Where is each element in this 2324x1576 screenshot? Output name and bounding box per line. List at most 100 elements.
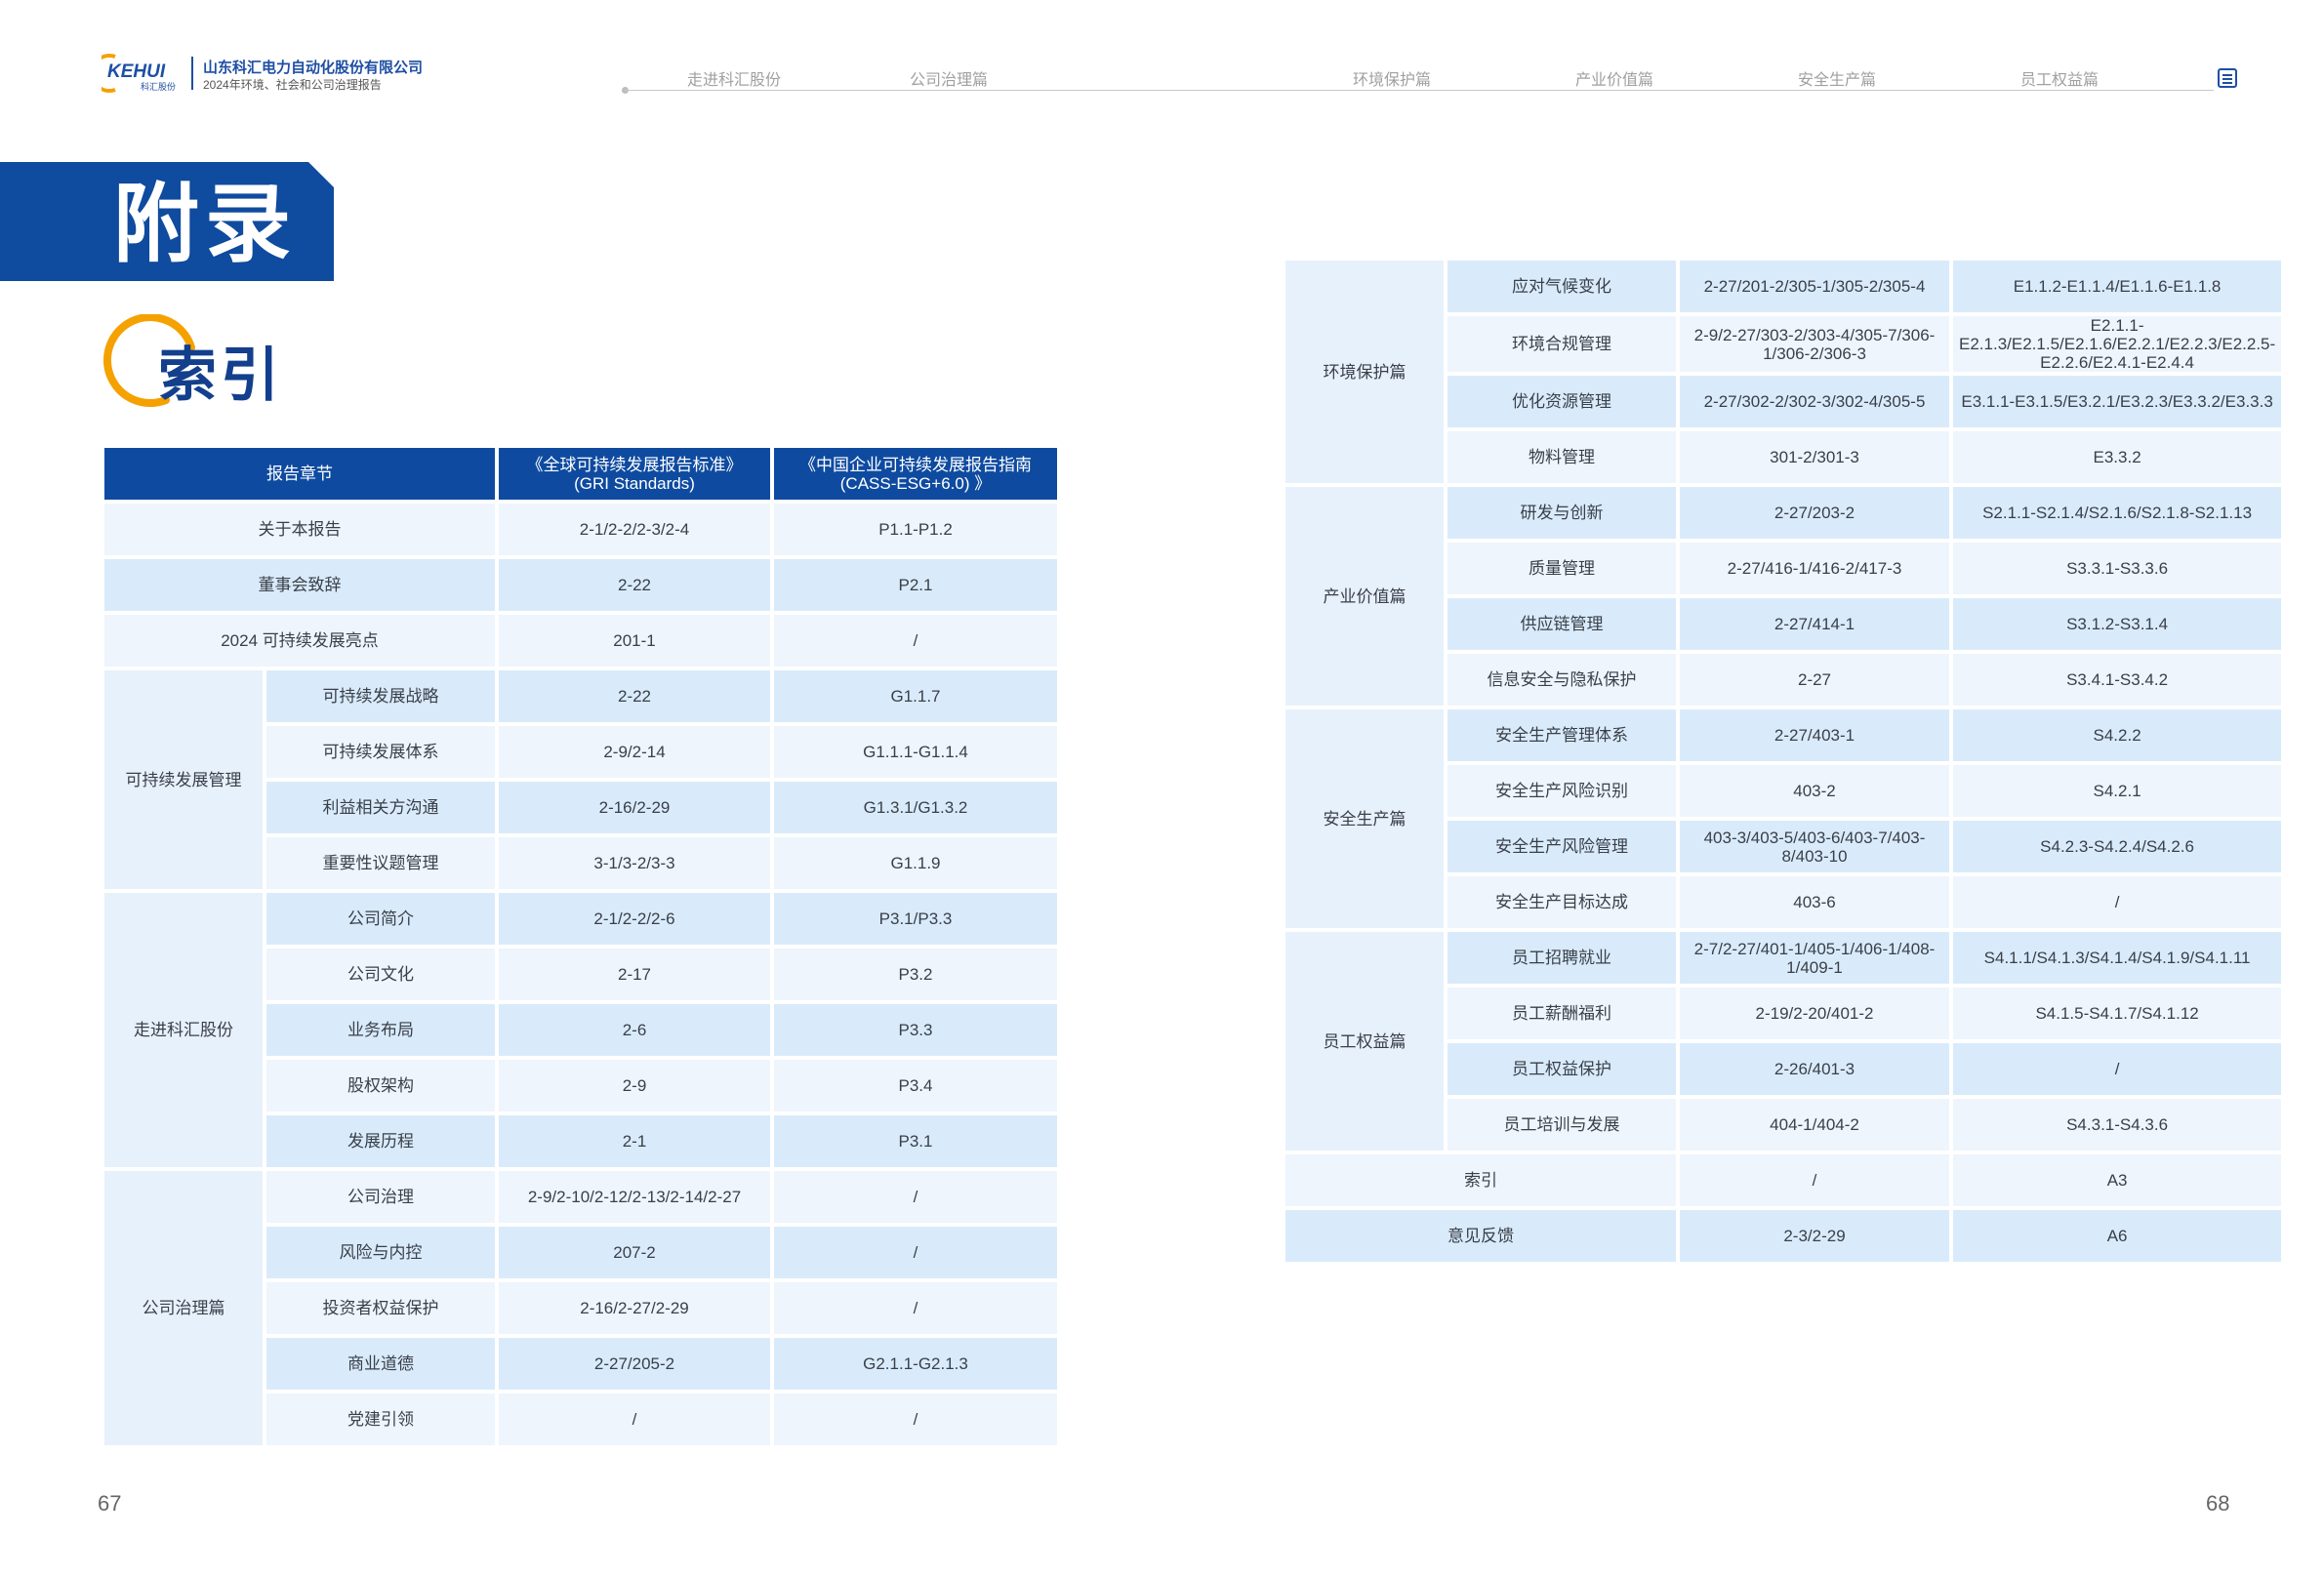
gri-cell: 403-6 <box>1680 876 1949 928</box>
cass-cell: E3.3.2 <box>1953 431 2282 483</box>
item-cell: 环境合规管理 <box>1447 316 1676 372</box>
table-row: 可持续发展管理 可持续发展战略 2-22 G1.1.7 <box>104 670 1057 889</box>
item-cell: 研发与创新 <box>1447 487 1676 539</box>
table-row: 公司治理篇 公司治理 2-9/2-10/2-12/2-13/2-14/2-27/ <box>104 1171 1057 1445</box>
table-row: 物料管理 301-2/301-3 E3.3.2 <box>1285 431 2282 483</box>
cass-cell: P3.2 <box>774 949 1057 1000</box>
nav-item-safety[interactable]: 安全生产篇 <box>1798 72 1877 89</box>
gri-cell: 2-27/205-2 <box>499 1338 770 1390</box>
table-row: 安全生产目标达成 403-6/ <box>1285 876 2282 928</box>
nav-item-industry[interactable]: 产业价值篇 <box>1575 72 1654 89</box>
gri-cell: 2-1/2-2/2-6 <box>499 893 770 945</box>
cass-cell: S3.3.1-S3.3.6 <box>1953 543 2282 594</box>
cass-cell: S4.1.1/S4.1.3/S4.1.4/S4.1.9/S4.1.11 <box>1953 932 2282 984</box>
table-row: 安全生产风险识别 403-2 S4.2.1 <box>1285 765 2282 817</box>
nav-item-intro[interactable]: 走进科汇股份 <box>687 72 782 89</box>
cass-cell: S3.1.2-S3.1.4 <box>1953 598 2282 650</box>
item-cell: 安全生产风险识别 <box>1447 765 1676 817</box>
table-row: 业务布局 2-6 P3.3 <box>104 1004 1057 1056</box>
nav-line <box>625 90 2214 91</box>
nav-item-environment[interactable]: 环境保护篇 <box>1353 72 1432 89</box>
cass-cell: / <box>774 1227 1057 1278</box>
gri-cell: 2-6 <box>499 1004 770 1056</box>
cass-cell: S4.1.5-S4.1.7/S4.1.12 <box>1953 988 2282 1039</box>
nav-item-employee[interactable]: 员工权益篇 <box>2020 72 2100 89</box>
cass-cell: S4.3.1-S4.3.6 <box>1953 1099 2282 1151</box>
chapter-cell: 索引 <box>1285 1154 1676 1206</box>
chapter-cell: 2024 可持续发展亮点 <box>104 615 495 667</box>
cass-cell: / <box>774 1282 1057 1334</box>
gri-cell: 2-1/2-2/2-3/2-4 <box>499 504 770 555</box>
gri-cell: / <box>1680 1154 1949 1206</box>
kehui-logo: KEHUI 科汇股份 <box>102 54 176 93</box>
chapter-cell: 意见反馈 <box>1285 1210 1676 1262</box>
page-number-right: 68 <box>2206 1491 2230 1515</box>
table-row: 环境保护篇 应对气候变化 2-27/201-2/305-1/305-2/305-4 E… <box>1285 261 2282 483</box>
item-cell: 可持续发展战略 <box>266 670 495 722</box>
table-row: 员工权益保护 2-26/401-3/ <box>1285 1043 2282 1095</box>
table-row: 索引 / A3 <box>1285 1154 2282 1206</box>
cass-cell: A3 <box>1953 1154 2282 1206</box>
header-chapter: 报告章节 <box>104 448 495 500</box>
group-cell: 产业价值篇 <box>1285 487 1444 706</box>
cass-cell: E3.1.1-E3.1.5/E3.2.1/E3.2.3/E3.3.2/E3.3.… <box>1953 376 2282 427</box>
gri-cell: 2-9/2-27/303-2/303-4/305-7/306-1/306-2/3… <box>1680 316 1949 372</box>
table-row: 环境合规管理 2-9/2-27/303-2/303-4/305-7/306-1/3… <box>1285 316 2282 372</box>
group-cell: 安全生产篇 <box>1285 709 1444 928</box>
gri-cell: 207-2 <box>499 1227 770 1278</box>
item-cell: 公司治理 <box>266 1171 495 1223</box>
cass-cell: / <box>1953 876 2282 928</box>
nav-item-governance[interactable]: 公司治理篇 <box>910 72 989 89</box>
table-row: 员工薪酬福利 2-19/2-20/401-2 S4.1.5-S4.1.7/S4.1.… <box>1285 988 2282 1039</box>
title-banner <box>0 162 334 281</box>
cass-cell: S4.2.2 <box>1953 709 2282 761</box>
subtitle-ring-icon <box>102 314 195 408</box>
cass-cell: S2.1.1-S2.1.4/S2.1.6/S2.1.8-S2.1.13 <box>1953 487 2282 539</box>
item-cell: 信息安全与隐私保护 <box>1447 654 1676 706</box>
index-table-left: 报告章节 《全球可持续发展报告标准》 (GRI Standards) 《中国企业… <box>101 444 1061 1449</box>
table-row: 2024 可持续发展亮点 201-1/ <box>104 615 1057 667</box>
gri-cell: 2-9/2-10/2-12/2-13/2-14/2-27 <box>499 1171 770 1223</box>
item-cell: 商业道德 <box>266 1338 495 1390</box>
item-cell: 优化资源管理 <box>1447 376 1676 427</box>
gri-cell: 301-2/301-3 <box>1680 431 1949 483</box>
chapter-cell: 董事会致辞 <box>104 559 495 611</box>
section-subtitle: 索引 <box>158 343 283 408</box>
item-cell: 供应链管理 <box>1447 598 1676 650</box>
index-table-right: 环境保护篇 应对气候变化 2-27/201-2/305-1/305-2/305-4 E… <box>1282 257 2285 1266</box>
table-row: 走进科汇股份 公司简介 2-1/2-2/2-6 P3.1/P3.3 <box>104 893 1057 1167</box>
table-row: 关于本报告 2-1/2-2/2-3/2-4 P1.1-P1.2 <box>104 504 1057 555</box>
gri-cell: 3-1/3-2/3-3 <box>499 837 770 889</box>
item-cell: 安全生产目标达成 <box>1447 876 1676 928</box>
gri-cell: 2-3/2-29 <box>1680 1210 1949 1262</box>
table-row: 利益相关方沟通 2-16/2-29 G1.3.1/G1.3.2 <box>104 782 1057 833</box>
item-cell: 员工招聘就业 <box>1447 932 1676 984</box>
item-cell: 应对气候变化 <box>1447 261 1676 312</box>
gri-cell: 2-27 <box>1680 654 1949 706</box>
table-row: 员工培训与发展 404-1/404-2 S4.3.1-S4.3.6 <box>1285 1099 2282 1151</box>
table-row: 董事会致辞 2-22 P2.1 <box>104 559 1057 611</box>
table-row: 发展历程 2-1 P3.1 <box>104 1115 1057 1167</box>
gri-cell: 2-26/401-3 <box>1680 1043 1949 1095</box>
cass-cell: P1.1-P1.2 <box>774 504 1057 555</box>
cass-cell: S4.2.3-S4.2.4/S4.2.6 <box>1953 821 2282 872</box>
logo-subtext: 科汇股份 <box>141 81 176 93</box>
item-cell: 业务布局 <box>266 1004 495 1056</box>
cass-cell: P3.3 <box>774 1004 1057 1056</box>
menu-icon[interactable] <box>2218 68 2237 88</box>
gri-cell: 2-19/2-20/401-2 <box>1680 988 1949 1039</box>
group-cell: 走进科汇股份 <box>104 893 263 1167</box>
cass-cell: G2.1.1-G2.1.3 <box>774 1338 1057 1390</box>
cass-cell: P3.1/P3.3 <box>774 893 1057 945</box>
gri-cell: 2-22 <box>499 670 770 722</box>
item-cell: 可持续发展体系 <box>266 726 495 778</box>
table-row: 优化资源管理 2-27/302-2/302-3/302-4/305-5 E3.1.1… <box>1285 376 2282 427</box>
cass-cell: E1.1.2-E1.1.4/E1.1.6-E1.1.8 <box>1953 261 2282 312</box>
table-row: 供应链管理 2-27/414-1 S3.1.2-S3.1.4 <box>1285 598 2282 650</box>
cass-cell: G1.3.1/G1.3.2 <box>774 782 1057 833</box>
item-cell: 公司文化 <box>266 949 495 1000</box>
table-row: 质量管理 2-27/416-1/416-2/417-3 S3.3.1-S3.3.6 <box>1285 543 2282 594</box>
cass-cell: P2.1 <box>774 559 1057 611</box>
cass-cell: G1.1.9 <box>774 837 1057 889</box>
gri-cell: 2-27/416-1/416-2/417-3 <box>1680 543 1949 594</box>
